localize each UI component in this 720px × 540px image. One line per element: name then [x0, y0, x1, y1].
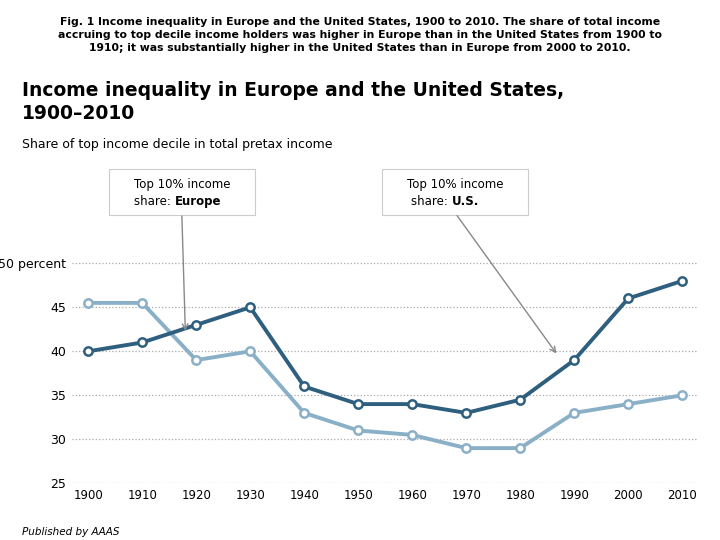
- Text: U.S.: U.S.: [452, 195, 480, 208]
- Text: share:: share:: [134, 195, 174, 208]
- Text: Share of top income decile in total pretax income: Share of top income decile in total pret…: [22, 138, 332, 151]
- Text: Top 10% income: Top 10% income: [133, 178, 230, 191]
- Text: Fig. 1 Income inequality in Europe and the United States, 1900 to 2010. The shar: Fig. 1 Income inequality in Europe and t…: [58, 17, 662, 53]
- Text: Income inequality in Europe and the United States,
1900–2010: Income inequality in Europe and the Unit…: [22, 81, 564, 123]
- Text: share:: share:: [411, 195, 452, 208]
- Text: Published by AAAS: Published by AAAS: [22, 527, 119, 537]
- Text: Europe: Europe: [174, 195, 221, 208]
- Text: Top 10% income: Top 10% income: [407, 178, 504, 191]
